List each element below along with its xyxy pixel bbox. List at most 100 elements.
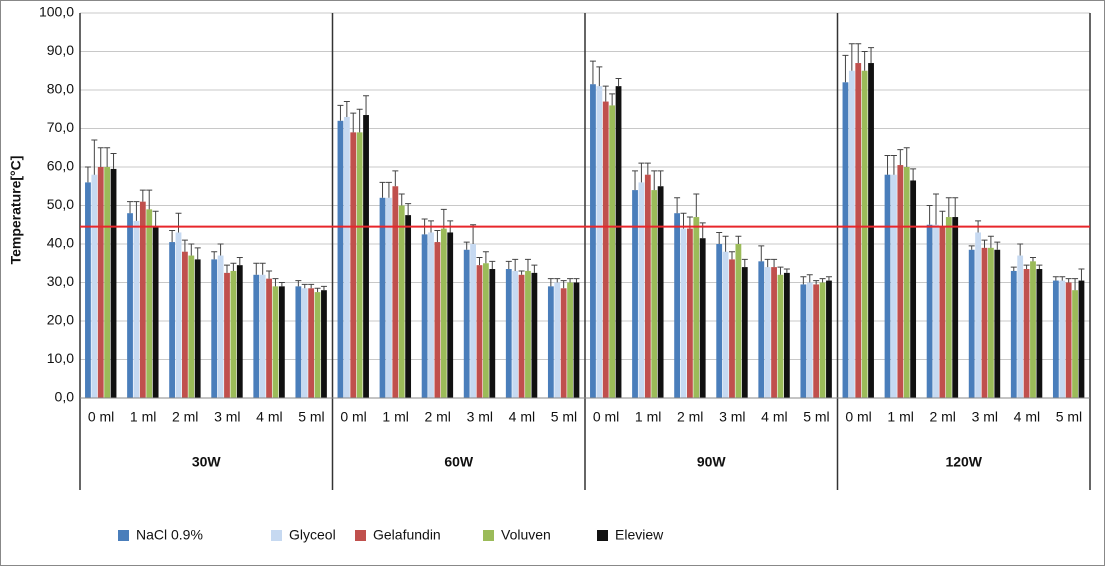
bar	[321, 290, 327, 398]
error-bar	[728, 251, 735, 260]
bar	[674, 213, 681, 398]
legend-swatch	[118, 530, 129, 541]
bar	[596, 86, 603, 399]
error-bar	[463, 241, 470, 250]
bar	[110, 168, 117, 398]
error-bar	[819, 278, 826, 283]
error-bar	[825, 276, 832, 281]
bar	[855, 63, 862, 399]
error-bar	[651, 170, 658, 191]
bar	[104, 167, 111, 398]
bar	[295, 286, 302, 398]
bar	[891, 174, 897, 398]
error-bar	[223, 264, 230, 273]
error-bar	[657, 170, 664, 187]
error-bar	[350, 112, 357, 133]
x-tick-label: 1 ml	[635, 409, 661, 425]
error-bar	[181, 239, 188, 252]
legend-swatch	[271, 530, 282, 541]
error-bar	[505, 260, 512, 270]
bar	[531, 272, 538, 398]
error-bar	[567, 278, 574, 283]
bar	[699, 238, 706, 398]
bar	[489, 269, 496, 398]
x-tick-label: 5 ml	[298, 409, 324, 425]
bar	[211, 259, 218, 398]
y-tick-label: 90,0	[47, 42, 74, 58]
group-label: 60W	[444, 454, 474, 470]
error-bar	[735, 235, 742, 244]
x-tick-label: 3 ml	[467, 409, 493, 425]
bar	[1065, 282, 1072, 398]
bar	[139, 201, 146, 398]
bar	[644, 174, 651, 398]
error-bar	[1036, 264, 1043, 270]
bar	[842, 82, 849, 399]
x-tick-label: 4 ml	[761, 409, 787, 425]
bar	[175, 232, 182, 398]
bar	[356, 132, 363, 398]
bar	[146, 209, 153, 398]
error-bar	[356, 108, 363, 133]
error-bar	[806, 274, 813, 283]
bar	[525, 270, 531, 398]
error-bar	[194, 247, 201, 260]
bar	[236, 265, 243, 398]
bar	[1010, 270, 1017, 398]
error-bar	[764, 258, 771, 268]
error-bar	[771, 258, 778, 268]
bar	[771, 267, 777, 398]
bar	[434, 242, 441, 398]
error-bar	[518, 270, 525, 275]
error-bar	[127, 201, 134, 214]
y-tick-label: 70,0	[47, 119, 74, 135]
error-bar	[363, 95, 370, 116]
bar	[405, 215, 412, 398]
bar	[868, 63, 874, 399]
x-tick-label: 3 ml	[972, 409, 998, 425]
error-bar	[945, 197, 952, 218]
error-bar	[933, 193, 940, 225]
bar	[615, 86, 622, 399]
bar	[428, 232, 434, 398]
error-bar	[800, 276, 807, 285]
error-bar	[783, 268, 790, 273]
error-bar	[632, 170, 639, 191]
error-bar	[385, 181, 392, 198]
error-bar	[644, 162, 651, 175]
bar	[693, 217, 700, 398]
error-bar	[470, 224, 477, 244]
bar	[910, 180, 917, 398]
error-bar	[84, 166, 91, 183]
bar	[926, 224, 933, 398]
error-bar	[133, 201, 140, 221]
bar	[1059, 280, 1066, 398]
bar	[476, 265, 483, 398]
bar	[975, 232, 981, 398]
legend-label: Voluven	[501, 527, 551, 543]
bar	[826, 280, 832, 398]
bar	[301, 288, 308, 398]
error-bar	[897, 149, 904, 166]
error-bar	[1023, 264, 1030, 270]
error-bar	[482, 251, 489, 264]
error-bar	[758, 245, 765, 262]
bar	[278, 286, 285, 398]
error-bar	[301, 283, 308, 289]
bar	[1078, 280, 1085, 398]
bar	[1030, 261, 1036, 398]
bar	[1023, 269, 1030, 398]
bar	[470, 244, 476, 398]
error-bar	[97, 147, 104, 167]
bar	[482, 263, 489, 398]
error-bar	[699, 222, 706, 239]
error-bar	[884, 154, 891, 175]
bar	[85, 182, 91, 398]
error-bar	[217, 243, 224, 256]
bar	[463, 249, 470, 398]
error-bar	[308, 283, 315, 289]
legend-swatch	[483, 530, 494, 541]
error-bar	[175, 212, 182, 233]
error-bar	[560, 280, 567, 289]
